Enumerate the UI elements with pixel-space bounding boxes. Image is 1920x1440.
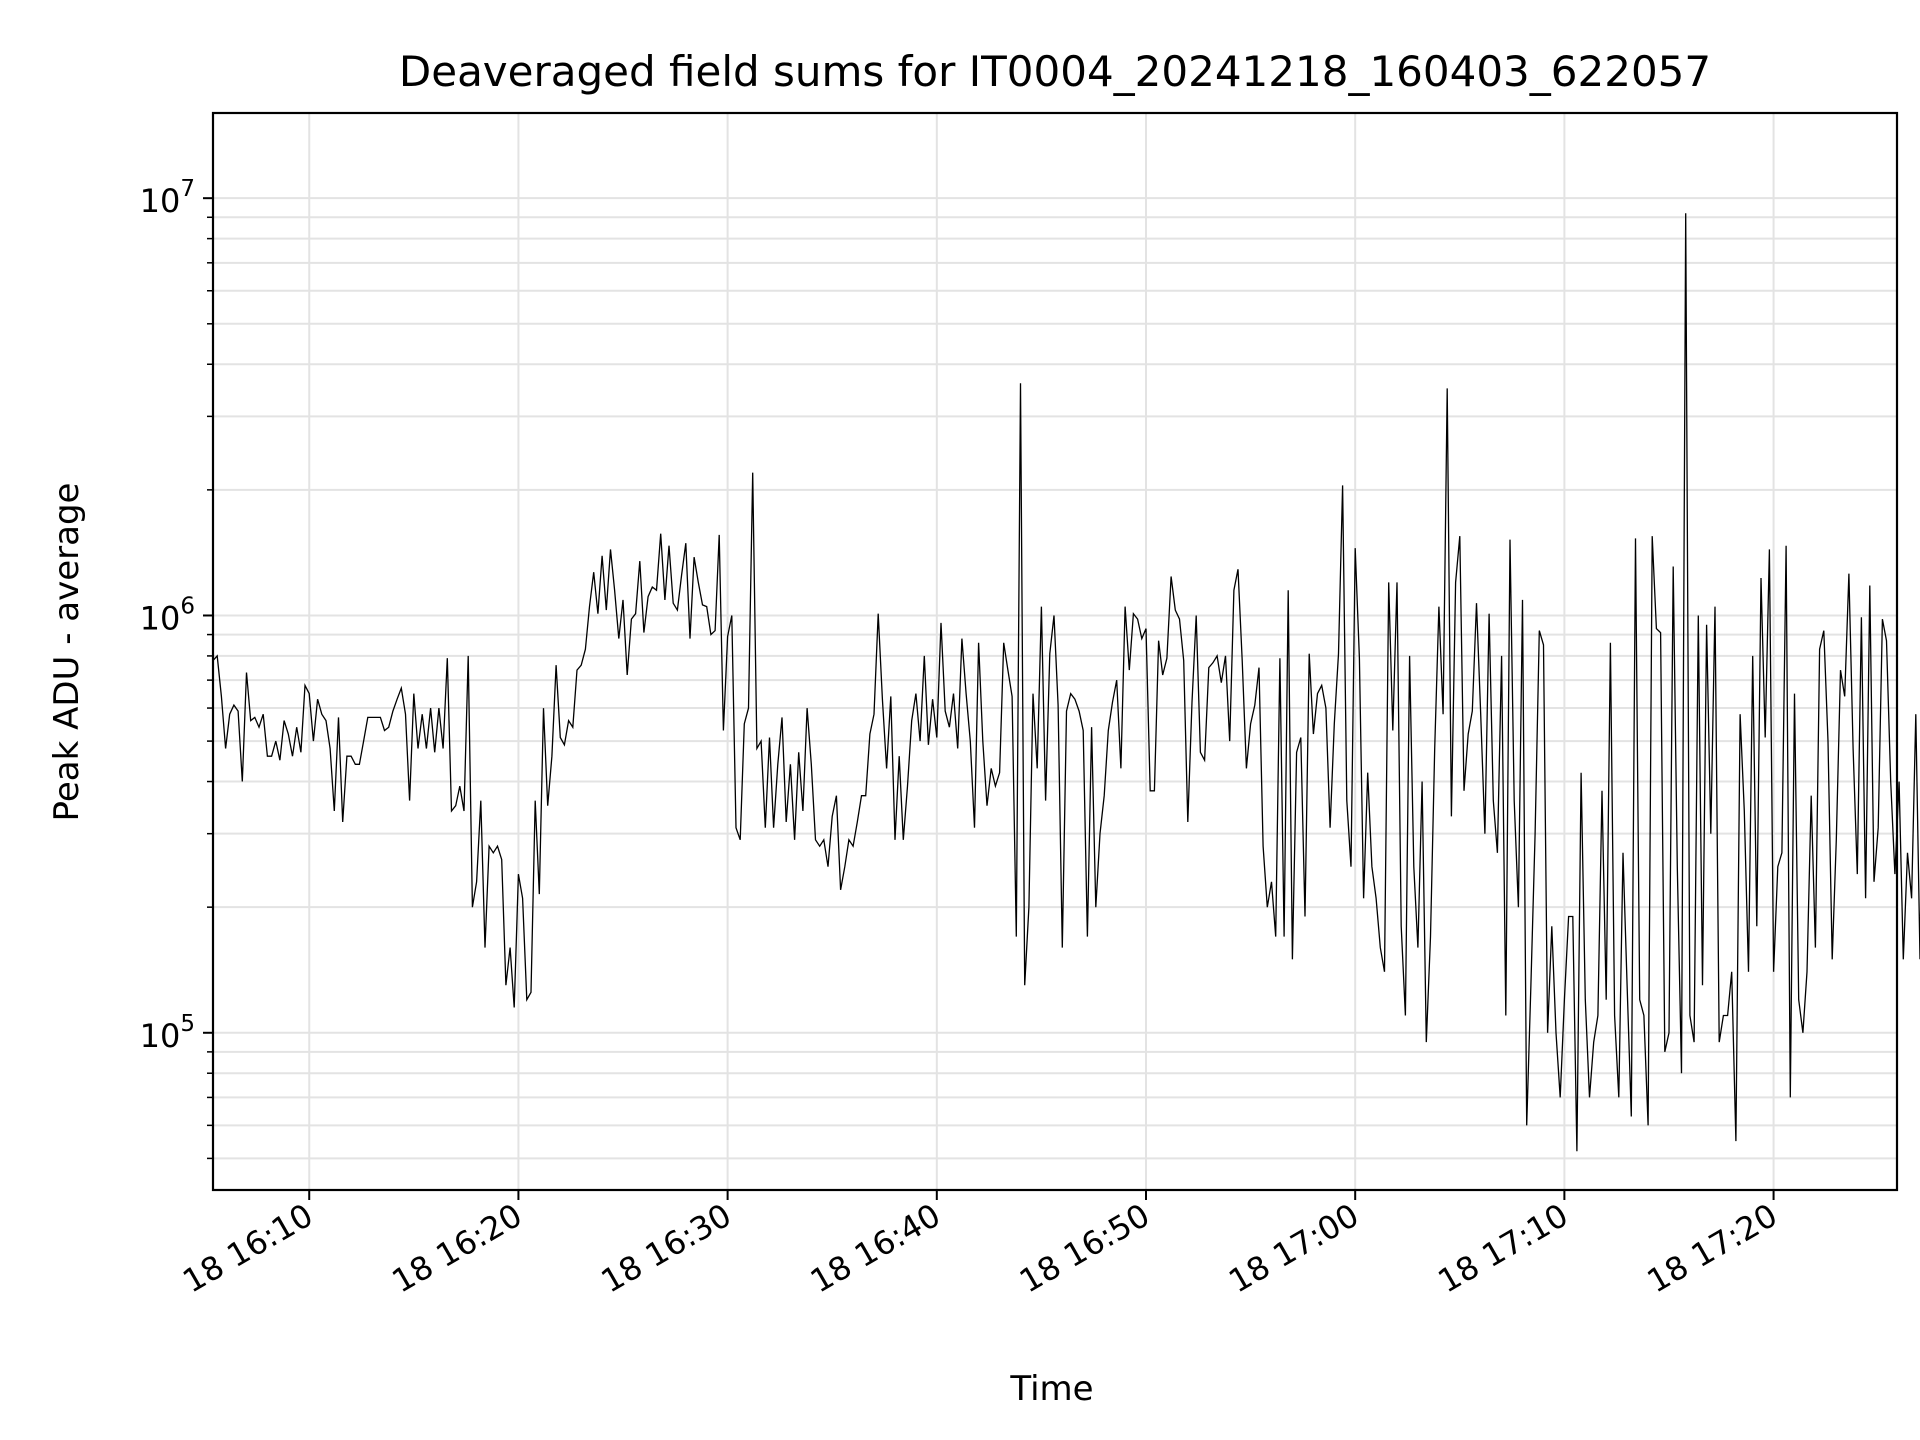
series-layer xyxy=(212,213,1920,1152)
chart-title: Deaveraged field sums for IT0004_2024121… xyxy=(399,47,1711,96)
x-axis-title: Time xyxy=(1009,1369,1093,1409)
plot-frame xyxy=(211,111,1899,1192)
y-tick-label: 107 xyxy=(140,176,195,220)
y-axis-title: Peak ADU - average xyxy=(47,483,87,822)
y-tick-label: 105 xyxy=(140,1011,195,1055)
y-tick-base: 10 xyxy=(140,182,181,220)
y-tick-exponent: 7 xyxy=(180,176,195,202)
grid xyxy=(213,113,1897,1190)
y-tick-label: 106 xyxy=(140,593,195,637)
y-tick-base: 10 xyxy=(140,599,181,637)
series-line xyxy=(212,213,1920,1152)
y-tick-base: 10 xyxy=(140,1017,181,1055)
y-tick-exponent: 6 xyxy=(180,593,195,619)
y-tick-exponent: 5 xyxy=(180,1011,195,1037)
